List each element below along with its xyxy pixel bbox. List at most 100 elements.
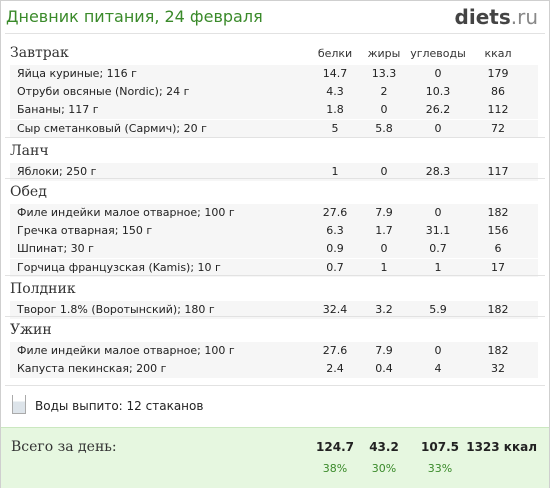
total-kcal: 1323 ккал bbox=[466, 440, 537, 454]
total-fat: 43.2 bbox=[369, 440, 399, 454]
total-protein: 124.7 bbox=[316, 440, 354, 454]
carbs-value: 0 bbox=[434, 121, 442, 135]
meal-divider bbox=[5, 178, 545, 179]
water-divider bbox=[5, 385, 545, 386]
protein-value: 32.4 bbox=[322, 303, 348, 316]
food-name: Отруби овсяные (Nordic); 24 г bbox=[17, 85, 190, 99]
meal-heading: Ланч bbox=[10, 143, 49, 159]
protein-value: 27.6 bbox=[322, 344, 348, 357]
meal-divider bbox=[5, 316, 545, 317]
food-name: Шпинат; 30 г bbox=[17, 242, 94, 256]
header-divider bbox=[5, 33, 545, 34]
kcal-value: 32 bbox=[491, 362, 505, 376]
col-fat-header: жиры bbox=[367, 47, 401, 60]
kcal-value: 182 bbox=[487, 303, 509, 316]
food-row[interactable]: Яблоки; 250 г 1 0 28.3 117 bbox=[10, 163, 538, 181]
diets-logo[interactable]: diets.ru bbox=[455, 5, 538, 29]
fat-value: 7.9 bbox=[375, 206, 393, 219]
food-name: Гречка отварная; 150 г bbox=[17, 224, 153, 238]
kcal-value: 86 bbox=[491, 85, 505, 99]
meal-divider bbox=[5, 275, 545, 276]
food-row[interactable]: Бананы; 117 г 1.8 0 26.2 112 bbox=[10, 101, 538, 120]
daily-total: Всего за день: 124.7 43.2 107.5 1323 кка… bbox=[1, 427, 549, 488]
total-label: Всего за день: bbox=[11, 439, 117, 455]
food-row[interactable]: Филе индейки малое отварное; 100 г 27.6 7.… bbox=[10, 342, 538, 360]
food-row[interactable]: Сыр сметанковый (Сармич); 20 г 5 5.8 0 72 bbox=[10, 119, 538, 138]
kcal-value: 182 bbox=[487, 206, 509, 219]
protein-value: 0.7 bbox=[326, 260, 344, 274]
kcal-value: 6 bbox=[494, 242, 502, 256]
col-protein-header: белки bbox=[317, 47, 353, 60]
total-protein-pct: 38% bbox=[322, 462, 348, 475]
meal-heading: Ужин bbox=[10, 322, 52, 338]
carbs-value: 4 bbox=[434, 362, 442, 376]
carbs-value: 0.7 bbox=[429, 242, 447, 256]
fat-value: 13.3 bbox=[371, 67, 397, 80]
carbs-value: 26.2 bbox=[425, 103, 451, 117]
food-name: Капуста пекинская; 200 г bbox=[17, 362, 167, 376]
carbs-value: 10.3 bbox=[425, 85, 451, 99]
food-name: Филе индейки малое отварное; 100 г bbox=[17, 344, 235, 357]
kcal-value: 72 bbox=[491, 121, 505, 135]
carbs-value: 31.1 bbox=[425, 224, 451, 238]
meal-heading: Обед bbox=[10, 184, 47, 200]
fat-value: 3.2 bbox=[375, 303, 393, 316]
col-carbs-header: углеводы bbox=[410, 47, 466, 60]
water-label: Воды выпито: 12 стаканов bbox=[35, 399, 204, 413]
food-row[interactable]: Филе индейки малое отварное; 100 г 27.6 7.… bbox=[10, 204, 538, 222]
kcal-value: 156 bbox=[487, 224, 509, 238]
meal-divider bbox=[5, 137, 545, 138]
col-kcal-header: ккал bbox=[484, 47, 512, 60]
protein-value: 2.4 bbox=[326, 362, 344, 376]
total-carbs: 107.5 bbox=[421, 440, 459, 454]
food-name: Творог 1.8% (Воротынский); 180 г bbox=[17, 303, 215, 316]
protein-value: 5 bbox=[331, 121, 339, 135]
food-row[interactable]: Гречка отварная; 150 г 6.3 1.7 31.1 156 bbox=[10, 222, 538, 241]
protein-value: 6.3 bbox=[326, 224, 344, 238]
kcal-value: 179 bbox=[487, 67, 509, 80]
fat-value: 5.8 bbox=[375, 121, 393, 135]
food-row[interactable]: Капуста пекинская; 200 г 2.4 0.4 4 32 bbox=[10, 360, 538, 379]
protein-value: 0.9 bbox=[326, 242, 344, 256]
food-row[interactable]: Горчица французская (Kamis); 10 г 0.7 1 1 17 bbox=[10, 258, 538, 277]
kcal-value: 17 bbox=[491, 260, 505, 274]
food-row[interactable]: Творог 1.8% (Воротынский); 180 г 32.4 3.2 5… bbox=[10, 301, 538, 319]
fat-value: 0 bbox=[380, 165, 388, 178]
total-fat-pct: 30% bbox=[371, 462, 397, 475]
glass-icon bbox=[12, 395, 26, 414]
food-name: Бананы; 117 г bbox=[17, 103, 99, 117]
carbs-value: 0 bbox=[434, 344, 442, 357]
page-title: Дневник питания, 24 февраля bbox=[6, 7, 263, 26]
food-name: Филе индейки малое отварное; 100 г bbox=[17, 206, 235, 219]
fat-value: 7.9 bbox=[375, 344, 393, 357]
fat-value: 0 bbox=[380, 103, 388, 117]
meal-heading: Полдник bbox=[10, 281, 76, 297]
protein-value: 14.7 bbox=[322, 67, 348, 80]
carbs-value: 28.3 bbox=[425, 165, 451, 178]
carbs-value: 1 bbox=[434, 260, 442, 274]
food-name: Яблоки; 250 г bbox=[17, 165, 97, 178]
total-carbs-pct: 33% bbox=[427, 462, 453, 475]
fat-value: 0.4 bbox=[375, 362, 393, 376]
carbs-value: 0 bbox=[434, 67, 442, 80]
food-row[interactable]: Яйца куриные; 116 г 14.7 13.3 0 179 bbox=[10, 65, 538, 83]
logo-tld: .ru bbox=[510, 5, 538, 29]
carbs-value: 5.9 bbox=[429, 303, 447, 316]
food-name: Горчица французская (Kamis); 10 г bbox=[17, 260, 221, 274]
protein-value: 1 bbox=[331, 165, 339, 178]
carbs-value: 0 bbox=[434, 206, 442, 219]
fat-value: 0 bbox=[380, 242, 388, 256]
food-row[interactable]: Отруби овсяные (Nordic); 24 г 4.3 2 10.3 86 bbox=[10, 83, 538, 102]
protein-value: 27.6 bbox=[322, 206, 348, 219]
fat-value: 2 bbox=[380, 85, 388, 99]
protein-value: 1.8 bbox=[326, 103, 344, 117]
food-name: Яйца куриные; 116 г bbox=[17, 67, 137, 80]
kcal-value: 182 bbox=[487, 344, 509, 357]
protein-value: 4.3 bbox=[326, 85, 344, 99]
fat-value: 1.7 bbox=[375, 224, 393, 238]
meal-heading: Завтрак bbox=[10, 45, 69, 61]
logo-main: diets bbox=[454, 5, 511, 29]
food-name: Сыр сметанковый (Сармич); 20 г bbox=[17, 121, 207, 135]
fat-value: 1 bbox=[380, 260, 388, 274]
food-row[interactable]: Шпинат; 30 г 0.9 0 0.7 6 bbox=[10, 240, 538, 259]
